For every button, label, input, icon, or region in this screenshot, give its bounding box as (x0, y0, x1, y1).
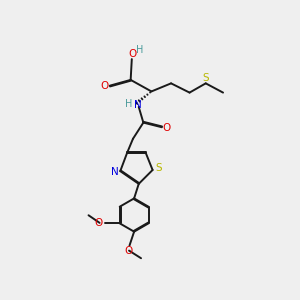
Text: O: O (124, 246, 133, 256)
Text: S: S (155, 163, 162, 173)
Text: N: N (134, 100, 142, 110)
Text: O: O (129, 49, 137, 59)
Text: H: H (136, 45, 144, 55)
Text: S: S (202, 73, 209, 83)
Text: N: N (111, 167, 119, 177)
Text: H: H (125, 99, 133, 109)
Text: O: O (163, 123, 171, 134)
Text: O: O (101, 81, 109, 91)
Text: O: O (95, 218, 103, 228)
